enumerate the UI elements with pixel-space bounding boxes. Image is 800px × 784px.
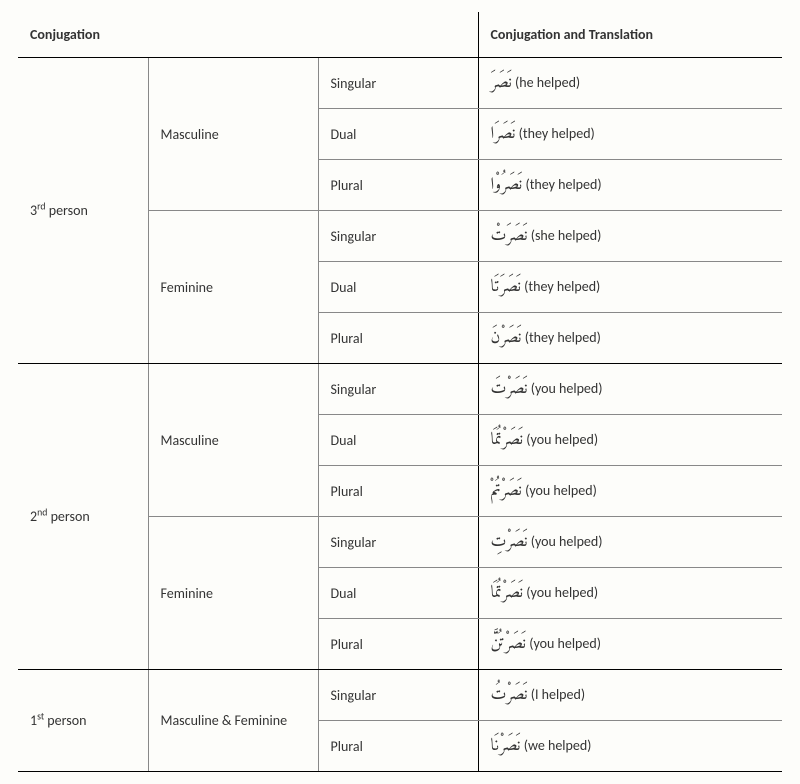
- translation: (you helped): [528, 533, 603, 550]
- number-cell: Dual: [318, 568, 478, 619]
- gender-cell: Masculine & Feminine: [148, 670, 318, 772]
- person-1-cell: 1st person: [18, 670, 148, 772]
- conj-cell: نَصَرْنَا (we helped): [478, 721, 782, 772]
- person-label: person: [44, 712, 86, 729]
- translation: (you helped): [523, 584, 598, 601]
- conj-cell: نَصَرْتُمْ (you helped): [478, 466, 782, 517]
- number-cell: Dual: [318, 415, 478, 466]
- table-header-row: Conjugation Conjugation and Translation: [18, 12, 782, 58]
- ordinal: 1: [30, 712, 37, 729]
- translation: (you helped): [522, 482, 597, 499]
- arabic-text: نَصَرْتُمَا: [491, 578, 524, 608]
- translation: (they helped): [522, 176, 601, 193]
- arabic-text: نَصَرْتَ: [491, 374, 528, 404]
- number-cell: Plural: [318, 313, 478, 364]
- header-conjugation: Conjugation: [18, 12, 478, 58]
- translation: (we helped): [521, 737, 592, 754]
- conj-cell: نَصَرَتَا (they helped): [478, 262, 782, 313]
- table-row: 3rd person Masculine Singular نَصَرَ (he…: [18, 58, 782, 109]
- conj-cell: نَصَرْتَ (you helped): [478, 364, 782, 415]
- translation: (they helped): [521, 278, 600, 295]
- arabic-text: نَصَرْتُنَّ: [491, 629, 527, 659]
- number-cell: Singular: [318, 517, 478, 568]
- header-conj-trans: Conjugation and Translation: [478, 12, 782, 58]
- number-cell: Plural: [318, 721, 478, 772]
- number-cell: Singular: [318, 58, 478, 109]
- table-row: 2nd person Masculine Singular نَصَرْتَ (…: [18, 364, 782, 415]
- gender-cell: Masculine: [148, 58, 318, 211]
- arabic-text: نَصَرْتُمْ: [491, 476, 522, 506]
- translation: (I helped): [528, 686, 586, 703]
- number-cell: Singular: [318, 364, 478, 415]
- conj-cell: نَصَرُوْا (they helped): [478, 160, 782, 211]
- conj-cell: نَصَرْتُ (I helped): [478, 670, 782, 721]
- translation: (he helped): [512, 74, 580, 91]
- gender-cell: Feminine: [148, 517, 318, 670]
- person-label: person: [46, 202, 88, 219]
- gender-cell: Masculine: [148, 364, 318, 517]
- number-cell: Dual: [318, 109, 478, 160]
- conj-cell: نَصَرَ (he helped): [478, 58, 782, 109]
- gender-cell: Feminine: [148, 211, 318, 364]
- translation: (she helped): [528, 227, 602, 244]
- arabic-text: نَصَرْنَ: [491, 323, 522, 353]
- number-cell: Singular: [318, 211, 478, 262]
- arabic-text: نَصَرْتُمَا: [491, 425, 524, 455]
- arabic-text: نَصَرْتُ: [491, 680, 528, 710]
- number-cell: Plural: [318, 160, 478, 211]
- translation: (you helped): [523, 431, 598, 448]
- table-row: 1st person Masculine & Feminine Singular…: [18, 670, 782, 721]
- number-cell: Dual: [318, 262, 478, 313]
- arabic-text: نَصَرُوْا: [491, 170, 523, 200]
- person-3-cell: 3rd person: [18, 58, 148, 364]
- translation: (you helped): [528, 380, 603, 397]
- conj-cell: نَصَرَتْ (she helped): [478, 211, 782, 262]
- conj-cell: نَصَرَا (they helped): [478, 109, 782, 160]
- ordinal-suffix: rd: [37, 200, 45, 212]
- number-cell: Singular: [318, 670, 478, 721]
- person-label: person: [47, 508, 89, 525]
- conj-cell: نَصَرْتِ (you helped): [478, 517, 782, 568]
- arabic-text: نَصَرَتَا: [491, 272, 522, 302]
- ordinal-suffix: st: [37, 710, 44, 722]
- conj-cell: نَصَرْتُنَّ (you helped): [478, 619, 782, 670]
- arabic-text: نَصَرَا: [491, 119, 516, 149]
- number-cell: Plural: [318, 466, 478, 517]
- arabic-text: نَصَرْنَا: [491, 731, 521, 761]
- conj-cell: نَصَرْتُمَا (you helped): [478, 568, 782, 619]
- translation: (they helped): [516, 125, 595, 142]
- arabic-text: نَصَرْتِ: [491, 527, 528, 557]
- arabic-text: نَصَرَ: [491, 68, 512, 98]
- number-cell: Plural: [318, 619, 478, 670]
- conjugation-table: Conjugation Conjugation and Translation …: [18, 12, 782, 772]
- translation: (they helped): [522, 329, 601, 346]
- person-2-cell: 2nd person: [18, 364, 148, 670]
- arabic-text: نَصَرَتْ: [491, 221, 528, 251]
- conj-cell: نَصَرْتُمَا (you helped): [478, 415, 782, 466]
- translation: (you helped): [526, 635, 601, 652]
- conj-cell: نَصَرْنَ (they helped): [478, 313, 782, 364]
- ordinal-suffix: nd: [37, 506, 47, 518]
